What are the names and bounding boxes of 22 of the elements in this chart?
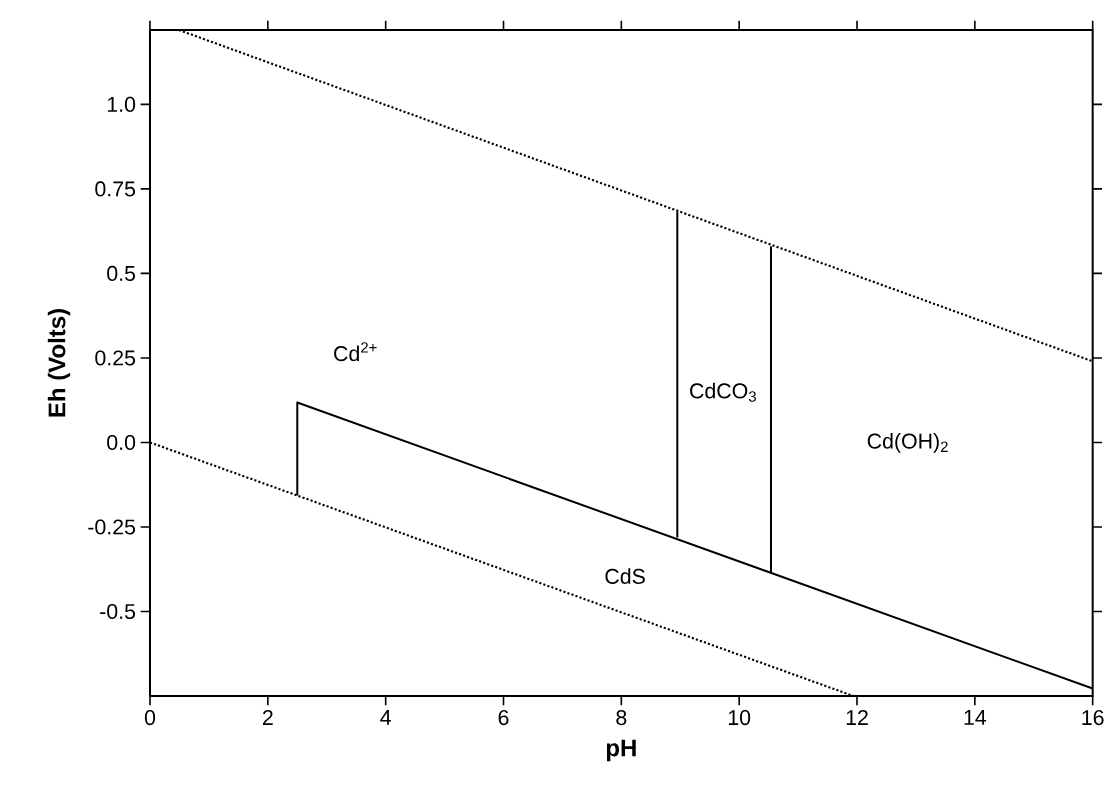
x-tick-label: 14 xyxy=(964,710,987,725)
y-tick-label: 0.25 xyxy=(95,350,136,366)
x-tick-label: 10 xyxy=(728,710,751,726)
x-tick-label: 6 xyxy=(498,710,509,726)
y-axis-title: Eh (Volts) xyxy=(47,309,71,417)
y-tick-label: 1.0 xyxy=(107,96,136,112)
x-tick-label: 16 xyxy=(1082,710,1104,726)
y-tick-label: 0.0 xyxy=(107,434,136,450)
y-tick-label: 0.75 xyxy=(95,181,136,197)
x-tick-label: 12 xyxy=(846,710,868,725)
y-tick-label: -0.5 xyxy=(100,603,136,620)
y-tick-label: -0.25 xyxy=(88,519,136,535)
x-tick-label: 2 xyxy=(262,710,273,725)
x-tick-label: 8 xyxy=(616,710,627,726)
annotation: Cd(OH)$_{2}$ xyxy=(867,432,948,453)
annotation: CdCO$_{3}$ xyxy=(690,382,756,402)
y-tick-label: 0.5 xyxy=(107,265,136,281)
annotation: CdS xyxy=(605,568,645,584)
annotation: Cd$^{2+}$ xyxy=(334,342,377,362)
x-tick-label: 0 xyxy=(144,710,156,726)
x-axis-title: pH xyxy=(606,739,636,762)
x-tick-label: 4 xyxy=(380,710,391,725)
